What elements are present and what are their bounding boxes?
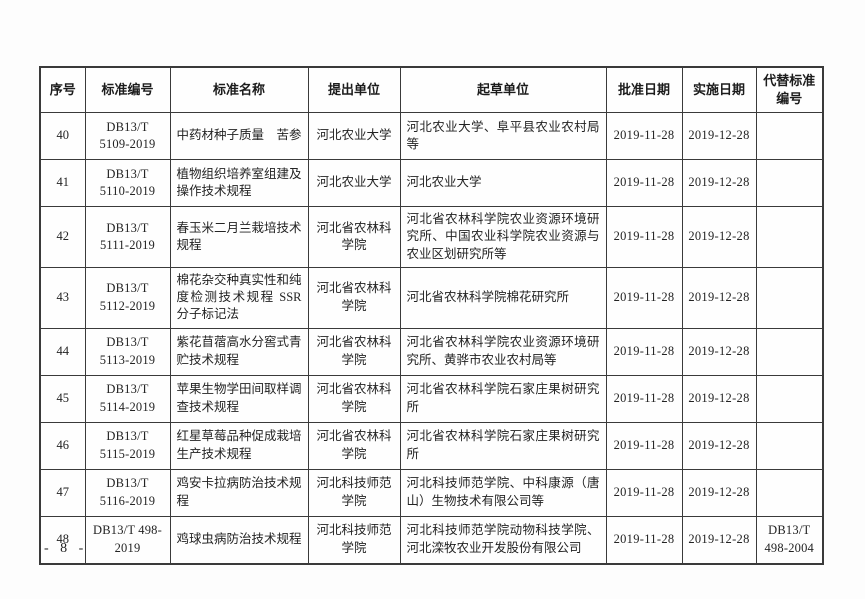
cell-seq: 44	[39, 327, 86, 376]
cell-approval: 2019-11-28	[605, 468, 683, 517]
cell-impl: 2019-12-28	[681, 515, 757, 564]
cell-code: DB13/T 5111-2019	[84, 206, 171, 268]
cell-proposer: 河北科技师范学院	[307, 468, 401, 517]
standards-table: 序号 标准编号 标准名称 提出单位 起草单位 批准日期 实施日期 代替标准编号 …	[39, 66, 824, 565]
cell-name: 棉花杂交种真实性和纯度检测技术规程 SSR 分子标记法	[169, 266, 309, 329]
table-row: 42 DB13/T 5111-2019 春玉米二月兰栽培技术规程 河北省农林科学院 河北…	[39, 206, 824, 268]
cell-proposer: 河北农业大学	[307, 159, 401, 207]
cell-impl: 2019-12-28	[681, 112, 757, 160]
cell-drafter: 河北科技师范学院、中科康源（唐山）生物技术有限公司等	[399, 468, 607, 517]
cell-seq: 45	[39, 374, 86, 423]
cell-seq: 42	[39, 206, 86, 268]
cell-name: 苹果生物学田间取样调查技术规程	[169, 374, 309, 423]
column-header-approval-date: 批准日期	[605, 66, 683, 113]
cell-drafter: 河北省农林科学院棉花研究所	[399, 266, 607, 329]
cell-seq: 47	[39, 468, 86, 517]
cell-seq: 43	[39, 266, 86, 329]
cell-impl: 2019-12-28	[681, 327, 757, 376]
table-row: 48 DB13/T 498-2019 鸡球虫病防治技术规程 河北科技师范学院 河北科技师…	[39, 515, 824, 564]
column-header-name: 标准名称	[169, 66, 309, 113]
cell-code: DB13/T 5114-2019	[84, 374, 171, 423]
cell-proposer: 河北农业大学	[307, 112, 401, 160]
cell-proposer: 河北省农林科学院	[307, 374, 401, 423]
cell-approval: 2019-11-28	[605, 421, 683, 470]
table-row: 43 DB13/T 5112-2019 棉花杂交种真实性和纯度检测技术规程 SSR …	[39, 266, 824, 329]
cell-replaced	[755, 112, 824, 160]
cell-name: 紫花苜蓿高水分窖式青贮技术规程	[169, 327, 309, 376]
header-row: 序号 标准编号 标准名称 提出单位 起草单位 批准日期 实施日期 代替标准编号	[39, 66, 824, 113]
cell-name: 春玉米二月兰栽培技术规程	[169, 206, 309, 268]
cell-approval: 2019-11-28	[605, 515, 683, 564]
cell-seq: 48	[39, 515, 86, 564]
cell-replaced	[755, 327, 824, 376]
cell-replaced	[755, 266, 824, 329]
cell-code: DB13/T 5109-2019	[84, 112, 171, 160]
cell-code: DB13/T 498-2019	[84, 515, 171, 564]
column-header-proposer: 提出单位	[307, 66, 401, 113]
table-row: 45 DB13/T 5114-2019 苹果生物学田间取样调查技术规程 河北省农林科学…	[39, 374, 824, 423]
cell-proposer: 河北省农林科学院	[307, 266, 401, 329]
cell-impl: 2019-12-28	[681, 206, 757, 268]
cell-approval: 2019-11-28	[605, 112, 683, 160]
cell-proposer: 河北省农林科学院	[307, 206, 401, 268]
cell-code: DB13/T 5113-2019	[84, 327, 171, 376]
cell-seq: 40	[39, 112, 86, 160]
column-header-replaced-standard: 代替标准编号	[755, 66, 824, 113]
cell-impl: 2019-12-28	[681, 374, 757, 423]
cell-name: 鸡球虫病防治技术规程	[169, 515, 309, 564]
cell-replaced	[755, 159, 824, 207]
cell-name: 红星草莓品种促成栽培生产技术规程	[169, 421, 309, 470]
cell-seq: 41	[39, 159, 86, 207]
cell-replaced	[755, 421, 824, 470]
cell-impl: 2019-12-28	[681, 421, 757, 470]
cell-replaced	[755, 468, 824, 517]
cell-name: 中药材种子质量 苦参	[169, 112, 309, 160]
cell-approval: 2019-11-28	[605, 374, 683, 423]
column-header-code: 标准编号	[84, 66, 171, 113]
cell-name: 鸡安卡拉病防治技术规程	[169, 468, 309, 517]
column-header-seq: 序号	[39, 66, 86, 113]
table-body: 40 DB13/T 5109-2019 中药材种子质量 苦参 河北农业大学 河北农业大学…	[39, 112, 824, 564]
cell-proposer: 河北省农林科学院	[307, 421, 401, 470]
cell-code: DB13/T 5115-2019	[84, 421, 171, 470]
page-number: - 8 -	[44, 541, 88, 556]
cell-drafter: 河北省农林科学院石家庄果树研究所	[399, 374, 607, 423]
cell-proposer: 河北科技师范学院	[307, 515, 401, 564]
cell-drafter: 河北农业大学、阜平县农业农村局等	[399, 112, 607, 160]
table-row: 40 DB13/T 5109-2019 中药材种子质量 苦参 河北农业大学 河北农业大学…	[39, 112, 824, 160]
cell-drafter: 河北农业大学	[399, 159, 607, 207]
cell-drafter: 河北科技师范学院动物科技学院、河北滦牧农业开发股份有限公司	[399, 515, 607, 564]
table-row: 47 DB13/T 5116-2019 鸡安卡拉病防治技术规程 河北科技师范学院 河北科…	[39, 468, 824, 517]
cell-replaced	[755, 374, 824, 423]
cell-drafter: 河北省农林科学院农业资源环境研究所、中国农业科学院农业资源与农业区划研究所等	[399, 206, 607, 268]
cell-approval: 2019-11-28	[605, 159, 683, 207]
table-row: 41 DB13/T 5110-2019 植物组织培养室组建及操作技术规程 河北农业大学…	[39, 159, 824, 207]
cell-impl: 2019-12-28	[681, 468, 757, 517]
cell-name: 植物组织培养室组建及操作技术规程	[169, 159, 309, 207]
cell-drafter: 河北省农林科学院农业资源环境研究所、黄骅市农业农村局等	[399, 327, 607, 376]
cell-approval: 2019-11-28	[605, 327, 683, 376]
cell-code: DB13/T 5110-2019	[84, 159, 171, 207]
column-header-implementation-date: 实施日期	[681, 66, 757, 113]
cell-drafter: 河北省农林科学院石家庄果树研究所	[399, 421, 607, 470]
table-header: 序号 标准编号 标准名称 提出单位 起草单位 批准日期 实施日期 代替标准编号	[39, 66, 824, 113]
cell-impl: 2019-12-28	[681, 266, 757, 329]
cell-proposer: 河北省农林科学院	[307, 327, 401, 376]
cell-impl: 2019-12-28	[681, 159, 757, 207]
cell-seq: 46	[39, 421, 86, 470]
cell-replaced	[755, 206, 824, 268]
table-row: 46 DB13/T 5115-2019 红星草莓品种促成栽培生产技术规程 河北省农林科…	[39, 421, 824, 470]
table-row: 44 DB13/T 5113-2019 紫花苜蓿高水分窖式青贮技术规程 河北省农林科学…	[39, 327, 824, 376]
cell-replaced: DB13/T 498-2004	[755, 515, 824, 564]
cell-code: DB13/T 5112-2019	[84, 266, 171, 329]
cell-approval: 2019-11-28	[605, 206, 683, 268]
cell-code: DB13/T 5116-2019	[84, 468, 171, 517]
column-header-drafter: 起草单位	[399, 66, 607, 113]
cell-approval: 2019-11-28	[605, 266, 683, 329]
